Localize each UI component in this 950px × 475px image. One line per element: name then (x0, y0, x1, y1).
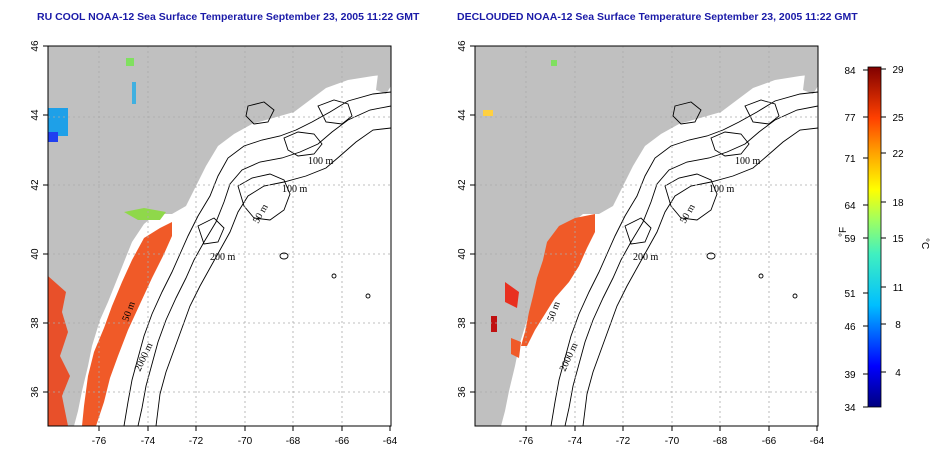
fahrenheit-tick-label: 77 (844, 113, 856, 124)
fahrenheit-tick-label: 59 (844, 234, 856, 245)
left-plot-frame (47, 45, 392, 427)
fahrenheit-tick-label: 64 (844, 201, 856, 212)
celsius-tick-label: 25 (892, 113, 904, 124)
longitude-tick-label: -72 (189, 436, 204, 447)
left-contour-label: 100 m (308, 156, 334, 167)
left-sst-cold-patch (48, 108, 68, 136)
fahrenheit-axis-label: °F (838, 227, 849, 237)
longitude-tick-label: -68 (286, 436, 301, 447)
latitude-tick-label: 46 (457, 40, 468, 52)
right-sst-bay (505, 282, 519, 308)
colorbar-gradient (867, 66, 882, 408)
fahrenheit-tick-label: 46 (844, 322, 856, 333)
right-contour-label: 100 m (709, 184, 735, 195)
celsius-tick-label: 11 (893, 283, 904, 294)
fahrenheit-tick-label: 39 (844, 370, 856, 381)
left-sst-bay (48, 276, 70, 426)
left-sst-band (82, 222, 172, 426)
longitude-tick-label: -74 (568, 436, 583, 447)
celsius-axis-label: °C (919, 238, 930, 249)
fahrenheit-tick-label: 51 (844, 289, 856, 300)
fahrenheit-tick-label: 71 (844, 154, 856, 165)
right-sst-band (521, 214, 595, 346)
left-contour-label: 100 m (282, 184, 308, 195)
celsius-tick-label: 22 (892, 149, 904, 160)
latitude-tick-label: 36 (457, 386, 468, 398)
longitude-tick-label: -70 (665, 436, 680, 447)
celsius-tick-label: 18 (892, 198, 904, 209)
latitude-tick-label: 40 (30, 248, 41, 260)
latitude-tick-label: 46 (30, 40, 41, 52)
longitude-tick-label: -72 (616, 436, 631, 447)
longitude-tick-label: -74 (141, 436, 156, 447)
celsius-tick-label: 15 (892, 234, 904, 245)
longitude-tick-label: -66 (762, 436, 777, 447)
latitude-tick-label: 44 (30, 109, 41, 121)
longitude-tick-label: -66 (335, 436, 350, 447)
longitude-tick-label: -76 (92, 436, 107, 447)
left-panel-title: RU COOL NOAA-12 Sea Surface Temperature … (37, 11, 420, 23)
right-map-panel: 100 m 100 m 50 m 200 m 50 m 2000 m 46444… (457, 40, 825, 447)
longitude-tick-label: -70 (238, 436, 253, 447)
latitude-tick-label: 42 (457, 179, 468, 191)
right-contour-label: 200 m (633, 252, 659, 263)
left-sst-coastal-patch (124, 208, 166, 220)
latitude-tick-label: 40 (457, 248, 468, 260)
fahrenheit-tick-label: 84 (844, 66, 856, 77)
latitude-tick-label: 36 (30, 386, 41, 398)
latitude-tick-label: 38 (457, 317, 468, 329)
celsius-tick-label: 29 (892, 65, 904, 76)
celsius-tick-label: 4 (895, 368, 901, 379)
latitude-tick-label: 44 (457, 109, 468, 121)
right-contour-label: 100 m (735, 156, 761, 167)
longitude-tick-label: -64 (383, 436, 398, 447)
longitude-tick-label: -68 (713, 436, 728, 447)
celsius-tick-label: 8 (895, 320, 901, 331)
latitude-tick-label: 42 (30, 179, 41, 191)
fahrenheit-tick-label: 34 (844, 403, 856, 414)
latitude-tick-label: 38 (30, 317, 41, 329)
left-contour-label: 200 m (210, 252, 236, 263)
longitude-tick-label: -64 (810, 436, 825, 447)
left-map-panel: 100 m 100 m 50 m 200 m 50 m 2000 m 46444… (30, 40, 398, 447)
longitude-tick-label: -76 (519, 436, 534, 447)
right-panel-title: DECLOUDED NOAA-12 Sea Surface Temperatur… (457, 11, 858, 23)
right-plot-frame (474, 45, 819, 427)
